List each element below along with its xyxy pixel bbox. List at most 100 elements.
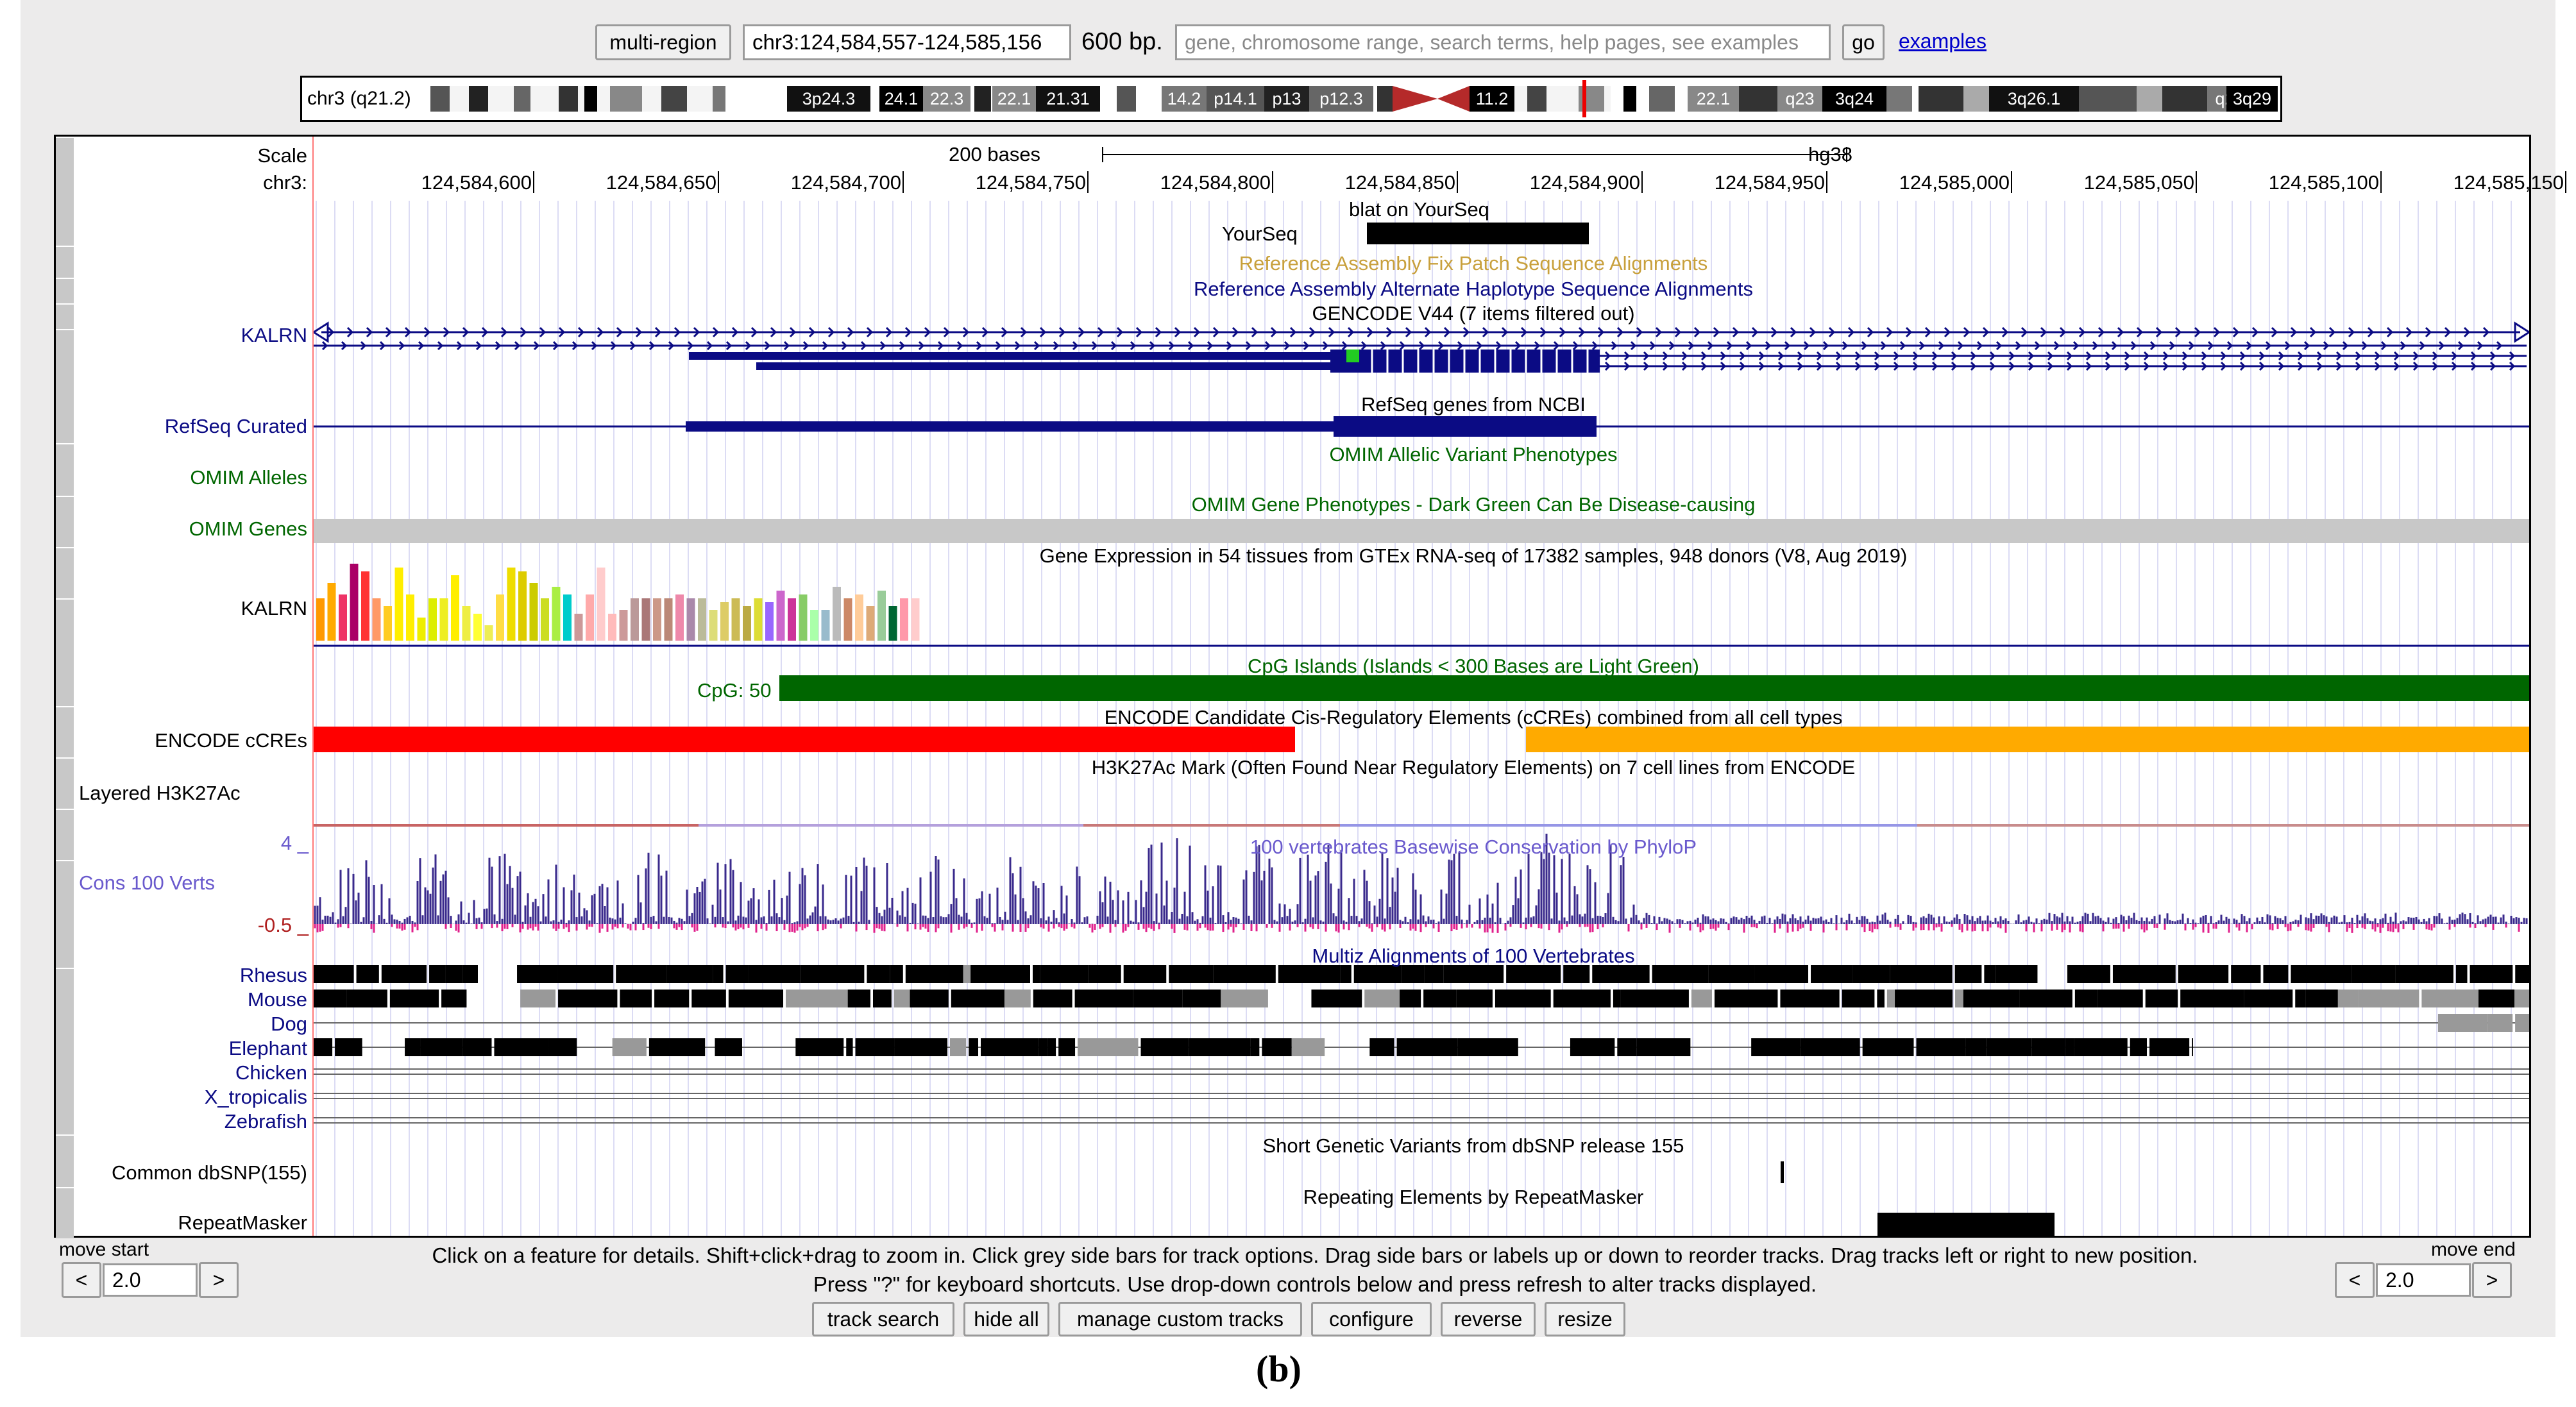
h3k27ac-label[interactable]: Layered H3K27Ac [79, 782, 241, 804]
multiz-mouse-block [558, 990, 618, 1007]
strand-chevron [2232, 326, 2240, 338]
sidebar-dbsnp[interactable] [56, 1134, 74, 1187]
repeatmasker-label[interactable]: RepeatMasker [178, 1211, 307, 1234]
strand-chevron [693, 326, 700, 338]
multiz-rhesus-block [557, 965, 614, 983]
species-rhesus[interactable]: Rhesus [239, 964, 307, 986]
sidebar-gtex[interactable] [56, 598, 74, 706]
assembly-label: hg38 [1808, 143, 1852, 165]
strand-chevron [2047, 351, 2054, 361]
ruler-tick-mark [1272, 171, 1273, 193]
hide-all-button[interactable]: hide all [963, 1302, 1049, 1336]
species-elephant[interactable]: Elephant [228, 1037, 307, 1059]
band-22-3: 22.3 [923, 86, 970, 112]
strand-chevron [1770, 326, 1778, 338]
species-x-tropicalis[interactable]: X_tropicalis [204, 1086, 307, 1108]
sidebar-gencode[interactable] [56, 329, 74, 443]
sidebar-blat[interactable] [56, 246, 74, 278]
search-input[interactable]: gene, chromosome range, search terms, he… [1175, 24, 1831, 60]
strand-chevron [1681, 351, 1688, 361]
sidebar-omim-genes[interactable] [56, 547, 74, 598]
strand-chevron [2470, 351, 2477, 361]
sidebar-refseq[interactable] [56, 443, 74, 496]
track-search-button[interactable]: track search [812, 1302, 954, 1336]
go-button[interactable]: go [1842, 24, 1885, 60]
refseq-label[interactable]: RefSeq Curated [164, 415, 307, 437]
sidebar-encode[interactable] [56, 757, 74, 809]
omim-genes-label[interactable]: OMIM Genes [189, 518, 307, 540]
move-end-left-button[interactable]: < [2335, 1262, 2375, 1298]
multiz-mouse-block [1714, 990, 1778, 1007]
sidebar-ruler[interactable] [56, 137, 74, 246]
gencode-exon-3 [689, 352, 1330, 360]
strand-chevron [674, 326, 681, 338]
sidebar-fix-patch[interactable] [56, 278, 74, 303]
move-start-right-button[interactable]: > [199, 1262, 239, 1298]
configure-button[interactable]: configure [1311, 1302, 1432, 1336]
strand-chevron [1520, 326, 1528, 338]
multiz-mouse-block [1182, 990, 1221, 1007]
track-panel[interactable]: Scale chr3: 200 bases hg38 124,584,600 12… [54, 135, 2566, 1238]
strand-chevron [591, 341, 598, 351]
strand-chevron [1482, 326, 1489, 338]
strand-chevron [1604, 361, 1611, 371]
manage-custom-tracks-button[interactable]: manage custom tracks [1058, 1302, 1302, 1336]
encode-label[interactable]: ENCODE cCREs [155, 729, 307, 752]
multiz-rhesus-block [1424, 965, 1444, 983]
gtex-gene-label[interactable]: KALRN [241, 597, 307, 619]
sidebar-conservation[interactable] [56, 860, 74, 968]
multiz-rhesus-block [2178, 965, 2229, 983]
band-3q26-1: 3q26.1 [1989, 86, 2079, 112]
move-start-input[interactable]: 2.0 [103, 1263, 198, 1297]
gtex-tissue-bar [675, 594, 684, 641]
sidebar-repeatmasker[interactable] [56, 1187, 74, 1238]
multiz-mouse-block [2180, 990, 2244, 1007]
strand-chevron [1053, 341, 1060, 351]
strand-chevron [904, 326, 912, 338]
move-start-left-button[interactable]: < [62, 1262, 101, 1298]
position-input[interactable]: chr3:124,584,557-124,585,156 [743, 24, 1071, 60]
multiz-elephant-block [2192, 1038, 2193, 1056]
multi-region-button[interactable]: multi-region [595, 24, 731, 60]
gencode-gene-label[interactable]: KALRN [241, 324, 307, 346]
strand-chevron [2040, 326, 2047, 338]
h3k27ac-title: H3K27Ac Mark (Often Found Near Regulator… [1091, 756, 1856, 779]
ideogram-chrom-label: chr3 (q21.2) [307, 88, 411, 109]
dbsnp-label[interactable]: Common dbSNP(155) [112, 1161, 307, 1184]
strand-chevron [1662, 361, 1669, 371]
resize-button[interactable]: resize [1545, 1302, 1625, 1336]
sidebar-h3k27ac[interactable] [56, 809, 74, 860]
band-q23: q23 [1777, 86, 1822, 112]
strand-chevron [866, 326, 874, 338]
conservation-label[interactable]: Cons 100 Verts [79, 872, 215, 894]
sidebar-omim-alleles[interactable] [56, 496, 74, 547]
multiz-elephant-block [2065, 1038, 2074, 1056]
multiz-rhesus-block [666, 965, 713, 983]
sidebar-multiz[interactable] [56, 968, 74, 1134]
species-dog[interactable]: Dog [271, 1013, 307, 1035]
strand-chevron [2136, 326, 2144, 338]
omim-alleles-label[interactable]: OMIM Alleles [190, 466, 307, 489]
species-zebrafish[interactable]: Zebrafish [224, 1110, 307, 1133]
strand-chevron [2047, 361, 2054, 371]
multiz-mouse-block [1423, 990, 1457, 1007]
strand-chevron [1655, 326, 1663, 338]
sidebar-cpg[interactable] [56, 706, 74, 757]
chromosome-ideogram[interactable]: chr3 (q21.2) 3p24.3 24.1 22.3 22.1 21.31… [300, 76, 2282, 122]
multiz-elephant-block [2130, 1038, 2148, 1056]
multiz-rhesus-block [2395, 965, 2453, 983]
strand-chevron [2162, 361, 2169, 371]
multiz-rhesus-block [2112, 965, 2176, 983]
move-end-input[interactable]: 2.0 [2376, 1263, 2471, 1297]
strand-chevron [2425, 326, 2432, 338]
strand-chevron [2335, 351, 2343, 361]
move-end-right-button[interactable]: > [2472, 1262, 2512, 1298]
examples-link[interactable]: examples [1899, 29, 1987, 53]
track-data-area[interactable] [314, 137, 2529, 1236]
sidebar-alt-haplo[interactable] [56, 303, 74, 329]
species-chicken[interactable]: Chicken [235, 1061, 307, 1084]
species-mouse[interactable]: Mouse [247, 988, 307, 1011]
strand-chevron [1816, 351, 1823, 361]
reverse-button[interactable]: reverse [1441, 1302, 1536, 1336]
multiz-elephant-block [2149, 1038, 2190, 1056]
